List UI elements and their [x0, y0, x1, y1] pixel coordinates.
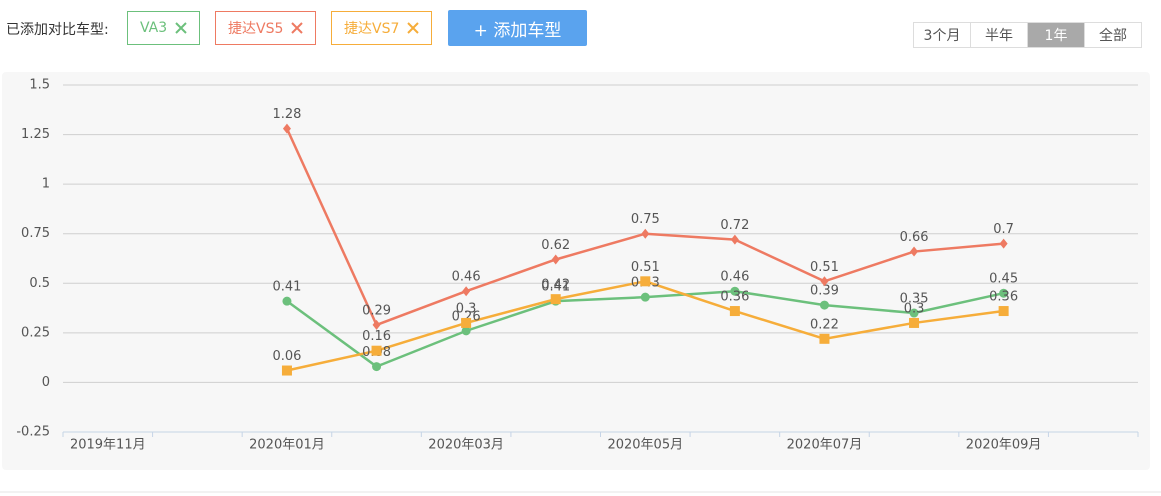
data-label: 0.35: [900, 292, 929, 307]
data-label: 0.46: [720, 270, 749, 285]
x-tick-label: 2020年07月: [787, 438, 863, 453]
data-label: 0.26: [452, 309, 481, 324]
data-label: 0.3: [456, 301, 477, 316]
y-tick-label: -0.25: [16, 425, 50, 440]
range-selector: 3个月 半年 1年 全部: [913, 22, 1142, 48]
point: [371, 345, 382, 356]
y-tick-label: 1.5: [29, 78, 50, 93]
data-label: 0.46: [452, 270, 481, 285]
point: [998, 306, 1009, 317]
data-label: 1.28: [272, 107, 301, 122]
remove-icon[interactable]: [407, 22, 420, 34]
remove-icon[interactable]: [291, 22, 304, 34]
point: [550, 294, 561, 305]
y-tick-label: 1: [42, 177, 50, 192]
point: [641, 228, 650, 239]
data-label: 0.45: [989, 272, 1018, 287]
point: [462, 286, 471, 297]
legend-tag[interactable]: VA3: [127, 11, 201, 45]
data-label: 0.41: [541, 280, 570, 295]
point: [282, 123, 291, 134]
point: [909, 308, 919, 318]
point: [910, 246, 919, 257]
data-label: 0.51: [810, 260, 839, 275]
data-label: 0.16: [362, 329, 391, 344]
range-button[interactable]: 全部: [1085, 23, 1141, 47]
point: [640, 276, 651, 287]
data-label: 0.36: [989, 290, 1018, 305]
legend-tag[interactable]: 捷达VS7: [331, 11, 433, 45]
data-label: 0.51: [631, 260, 660, 275]
x-tick-label: 2019年11月: [70, 438, 146, 453]
point: [999, 238, 1008, 249]
data-label: 0.7: [993, 222, 1014, 237]
point: [461, 317, 472, 328]
range-button[interactable]: 1年: [1028, 23, 1085, 47]
point: [372, 362, 382, 372]
data-label: 0.72: [720, 218, 749, 233]
data-label: 0.29: [362, 303, 391, 318]
compare-label: 已添加对比车型:: [6, 22, 109, 38]
y-tick-label: 0.75: [21, 226, 50, 241]
data-label: 0.42: [541, 278, 570, 293]
add-button[interactable]: + 添加车型: [448, 10, 587, 46]
x-tick-label: 2020年05月: [607, 438, 683, 453]
data-label: 0.75: [631, 212, 660, 227]
data-label: 0.22: [810, 317, 839, 332]
x-tick-label: 2020年03月: [428, 438, 504, 453]
legend-label: VA3: [140, 20, 168, 36]
y-tick-label: 1.25: [21, 127, 50, 142]
data-label: 0.62: [541, 238, 570, 253]
point: [730, 286, 740, 296]
data-label: 0.36: [720, 290, 749, 305]
x-tick-label: 2020年09月: [966, 438, 1042, 453]
range-button[interactable]: 3个月: [914, 23, 971, 47]
point: [282, 296, 292, 306]
point: [461, 326, 471, 336]
data-label: 0.3: [904, 301, 925, 316]
data-label: 0.66: [900, 230, 929, 245]
point: [999, 288, 1009, 298]
y-tick-label: 0: [42, 375, 50, 390]
data-label: 0.06: [272, 349, 301, 364]
data-label: 0.39: [810, 284, 839, 299]
legend-label: 捷达VS7: [344, 21, 400, 37]
legend-label: 捷达VS5: [228, 21, 284, 37]
x-tick-label: 2020年01月: [249, 438, 325, 453]
point: [551, 254, 560, 265]
point: [819, 300, 829, 310]
point: [372, 319, 381, 330]
point: [730, 234, 739, 245]
point: [281, 365, 292, 376]
point: [820, 276, 829, 287]
y-tick-label: 0.25: [21, 325, 50, 340]
cross: [175, 22, 187, 34]
cross: [291, 22, 304, 34]
range-button[interactable]: 半年: [971, 23, 1028, 47]
data-label: 0.41: [272, 280, 301, 295]
y-tick-label: 0.5: [29, 276, 50, 291]
point: [909, 317, 920, 328]
cross: [407, 22, 420, 34]
remove-icon[interactable]: [175, 22, 187, 34]
point: [640, 292, 650, 302]
point: [819, 333, 830, 344]
legend-tag[interactable]: 捷达VS5: [215, 11, 317, 45]
point: [729, 306, 740, 317]
chart-background: [2, 72, 1150, 470]
